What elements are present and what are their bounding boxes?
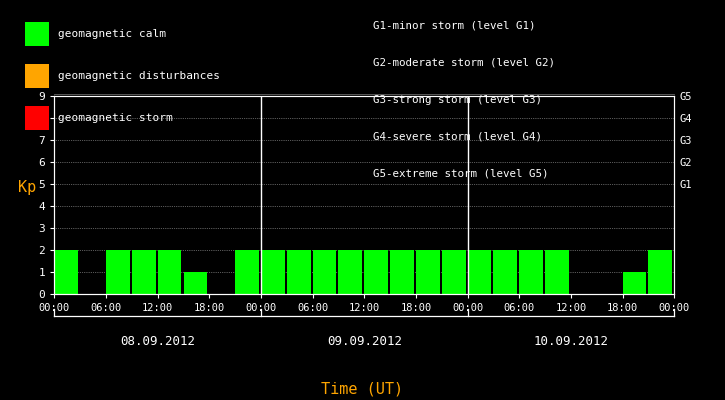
Bar — [312, 250, 336, 294]
Bar — [261, 250, 285, 294]
Text: G3-strong storm (level G3): G3-strong storm (level G3) — [373, 94, 542, 104]
Text: geomagnetic calm: geomagnetic calm — [58, 29, 166, 39]
Text: G5-extreme storm (level G5): G5-extreme storm (level G5) — [373, 168, 549, 178]
Text: G2-moderate storm (level G2): G2-moderate storm (level G2) — [373, 58, 555, 68]
Text: geomagnetic disturbances: geomagnetic disturbances — [58, 71, 220, 81]
Bar — [442, 250, 465, 294]
Text: G4-severe storm (level G4): G4-severe storm (level G4) — [373, 131, 542, 141]
Bar — [468, 250, 492, 294]
Bar — [648, 250, 672, 294]
Bar — [235, 250, 259, 294]
Bar — [494, 250, 517, 294]
Bar — [519, 250, 543, 294]
Bar — [416, 250, 440, 294]
Bar — [364, 250, 388, 294]
Bar — [339, 250, 362, 294]
Text: 10.09.2012: 10.09.2012 — [534, 335, 608, 348]
Bar — [623, 272, 647, 294]
Bar — [183, 272, 207, 294]
Text: geomagnetic storm: geomagnetic storm — [58, 113, 173, 123]
Text: G1-minor storm (level G1): G1-minor storm (level G1) — [373, 21, 536, 31]
Bar — [106, 250, 130, 294]
Text: 08.09.2012: 08.09.2012 — [120, 335, 195, 348]
Bar — [54, 250, 78, 294]
Bar — [132, 250, 156, 294]
Text: Time (UT): Time (UT) — [321, 381, 404, 396]
Text: 09.09.2012: 09.09.2012 — [327, 335, 402, 348]
Bar — [545, 250, 569, 294]
Bar — [287, 250, 310, 294]
Y-axis label: Kp: Kp — [18, 180, 36, 195]
Bar — [390, 250, 414, 294]
Bar — [157, 250, 181, 294]
